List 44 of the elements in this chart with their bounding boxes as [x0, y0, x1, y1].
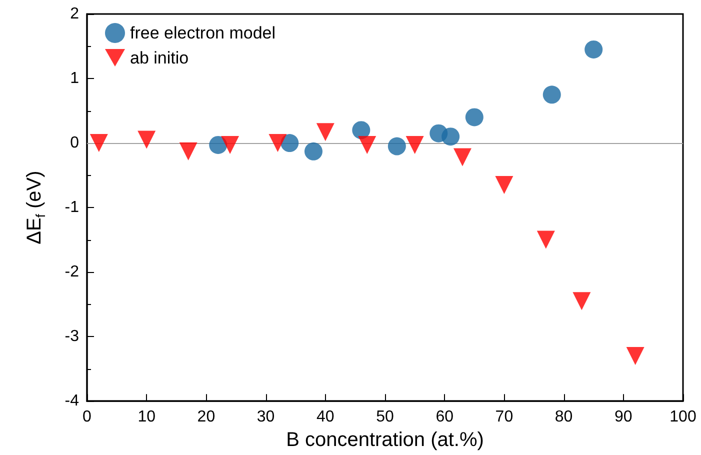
x-tick-label: 30 [256, 408, 275, 426]
x-tick-label: 50 [376, 408, 394, 426]
x-tick-label: 40 [316, 408, 334, 426]
point [221, 136, 240, 154]
point [352, 121, 370, 140]
point [536, 230, 555, 249]
point [626, 346, 644, 365]
y-tick-label: -3 [64, 328, 80, 346]
point [179, 142, 198, 160]
y-tick-label: -2 [64, 264, 80, 281]
x-tick-label: 60 [436, 408, 454, 426]
x-tick-label: 80 [554, 408, 573, 426]
point [453, 148, 472, 166]
x-tick-label: 10 [138, 408, 156, 426]
x-axis-title: B concentration (at.%) [286, 429, 484, 451]
y-tick-label: 1 [70, 70, 80, 88]
point [495, 176, 514, 194]
y-tick-label: 2 [70, 6, 80, 22]
point [90, 134, 108, 152]
point [280, 134, 299, 152]
x-tick-label: 100 [670, 408, 696, 426]
point [572, 292, 591, 310]
y-tick-label: -4 [64, 392, 80, 410]
y-axis-title: ΔEf (eV) [24, 170, 48, 244]
point [406, 136, 424, 154]
point [542, 86, 561, 104]
point [138, 130, 156, 149]
point [465, 108, 484, 126]
point [442, 128, 460, 146]
legend-label: free electron model [130, 24, 276, 42]
x-tick-label: 20 [197, 408, 216, 426]
point [358, 136, 376, 154]
point [584, 40, 603, 58]
point [388, 137, 406, 156]
point [268, 134, 287, 152]
x-tick-label: 90 [614, 408, 632, 426]
point [209, 136, 228, 154]
y-tick-label: 0 [70, 134, 80, 152]
legend-label: ab initio [130, 48, 189, 68]
y-tick-label: -1 [64, 199, 80, 216]
x-tick-label: 0 [82, 408, 92, 426]
point [304, 142, 322, 160]
x-tick-label: 70 [495, 408, 514, 426]
point [316, 123, 334, 142]
